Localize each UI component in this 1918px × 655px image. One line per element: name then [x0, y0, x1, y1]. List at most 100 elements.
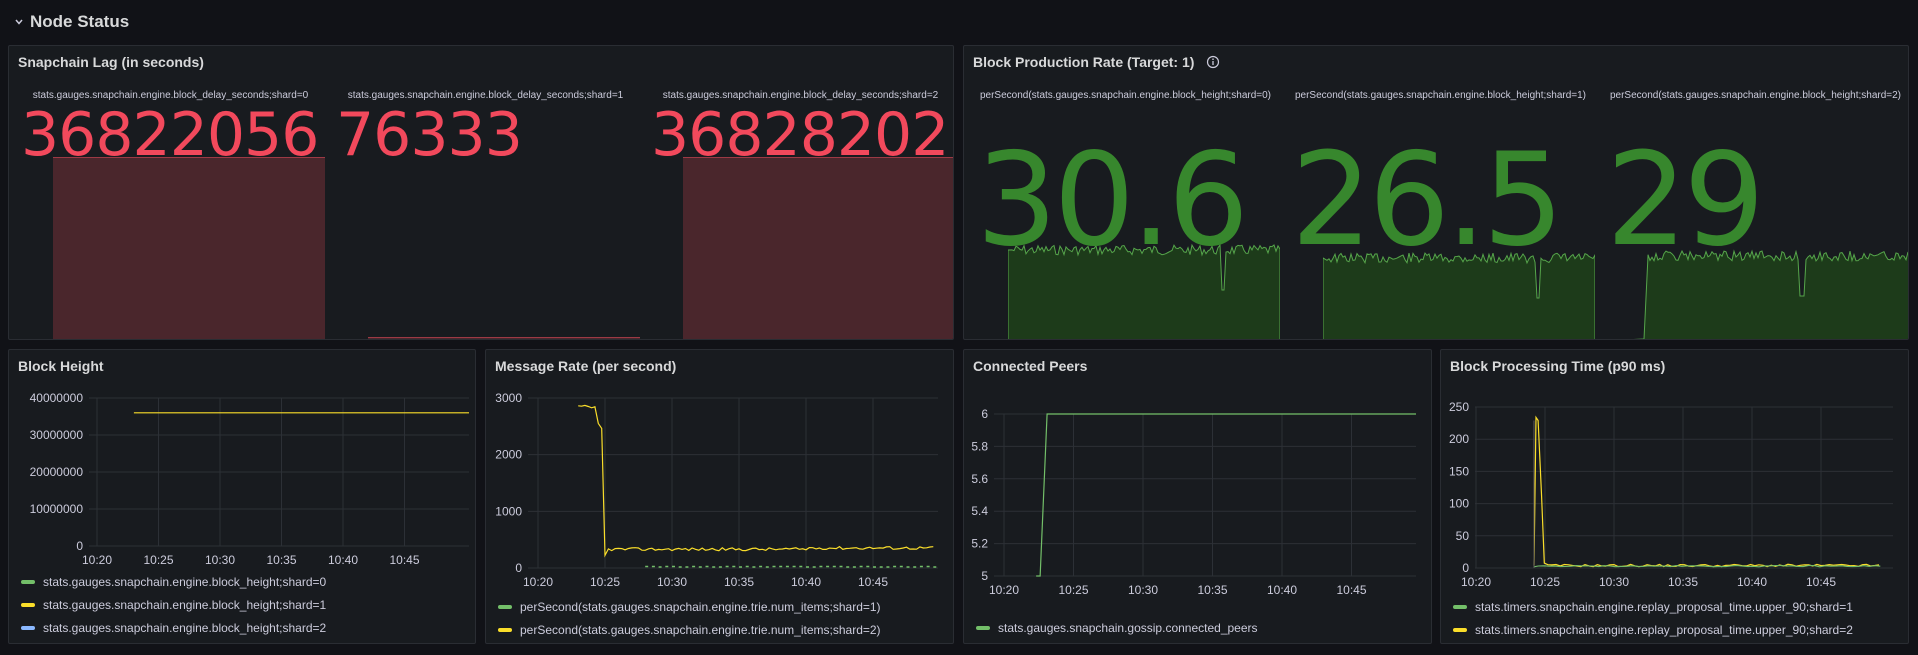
panel-title: Message Rate (per second)	[495, 358, 677, 374]
y-tick-label: 200	[1449, 432, 1469, 446]
y-tick-label: 40000000	[30, 391, 84, 405]
y-tick-label: 100	[1449, 497, 1469, 511]
legend-swatch	[498, 627, 512, 632]
panel-block-height[interactable]: Block Height 40000000 30000000 20000000 100…	[8, 349, 476, 644]
y-tick-label: 5.6	[971, 472, 988, 486]
y-tick-label: 5.4	[971, 504, 988, 518]
info-icon[interactable]	[1206, 55, 1220, 69]
x-tick-label: 10:45	[1336, 583, 1366, 597]
stat-sparkline	[1633, 249, 1908, 339]
connected-peers-chart: 6 5.8 5.6 5.4 5.2 510:20 10:25 10:30 10:35 10:40 1…	[971, 407, 1416, 597]
y-tick-label: 2000	[495, 448, 522, 462]
y-tick-label: 10000000	[30, 502, 84, 516]
stat-sparkline-area	[368, 337, 640, 339]
legend-swatch	[21, 579, 35, 584]
stat-sparkline-area	[683, 157, 953, 339]
x-tick-label: 10:20	[1461, 575, 1491, 589]
panel-block-processing-time[interactable]: Block Processing Time (p90 ms) 250 200 150…	[1440, 349, 1909, 644]
x-tick-label: 10:30	[1128, 583, 1158, 597]
chart-legend: perSecond(stats.gauges.snapchain.engine.…	[498, 595, 881, 641]
chart-legend: stats.timers.snapchain.engine.replay_pro…	[1453, 595, 1853, 641]
legend-swatch	[21, 602, 35, 607]
y-tick-label: 50	[1456, 529, 1470, 543]
series-line-shard-1	[1533, 565, 1881, 568]
stat-sparkline	[1008, 243, 1280, 339]
series-line-shard-2	[1533, 415, 1880, 568]
x-tick-label: 10:45	[858, 575, 888, 589]
y-tick-label: 30000000	[30, 428, 84, 442]
legend-item[interactable]: perSecond(stats.gauges.snapchain.engine.…	[498, 618, 881, 641]
panel-block-production-rate[interactable]: Block Production Rate (Target: 1) perSec…	[963, 45, 1909, 340]
chevron-down-icon	[15, 19, 23, 25]
legend-swatch	[21, 625, 35, 630]
stat-value: 29	[1606, 126, 1765, 275]
y-tick-label: 6	[981, 407, 988, 421]
y-tick-label: 3000	[495, 391, 522, 405]
stat-lag-shard-1: stats.gauges.snapchain.engine.block_dela…	[332, 46, 640, 339]
stat-label: perSecond(stats.gauges.snapchain.engine.…	[1294, 90, 1587, 101]
panel-message-rate[interactable]: Message Rate (per second) 3000 2000 1000 0 1…	[485, 349, 954, 644]
series-line-peers	[1036, 413, 1416, 577]
x-tick-label: 10:35	[1197, 583, 1227, 597]
x-tick-label: 10:20	[82, 553, 112, 567]
legend-swatch	[1453, 604, 1467, 609]
x-tick-label: 10:20	[523, 575, 553, 589]
legend-item[interactable]: perSecond(stats.gauges.snapchain.engine.…	[498, 595, 881, 618]
x-tick-label: 10:25	[1530, 575, 1560, 589]
x-tick-label: 10:30	[205, 553, 235, 567]
stat-lag-shard-0: stats.gauges.snapchain.engine.block_dela…	[17, 46, 325, 339]
x-tick-label: 10:25	[590, 575, 620, 589]
message-rate-chart: 3000 2000 1000 010:20 10:25 10:30 10:35 10:40 10…	[495, 391, 938, 589]
y-tick-label: 150	[1449, 464, 1469, 478]
x-tick-label: 10:25	[143, 553, 173, 567]
legend-item[interactable]: stats.gauges.snapchain.engine.block_heig…	[21, 570, 326, 593]
panel-title: Block Processing Time (p90 ms)	[1450, 358, 1666, 374]
x-tick-label: 10:20	[989, 583, 1019, 597]
y-tick-label: 0	[1462, 561, 1469, 575]
x-tick-label: 10:30	[1599, 575, 1629, 589]
row-title: Node Status	[30, 12, 130, 31]
legend-swatch	[1453, 627, 1467, 632]
row-header-node-status[interactable]: Node Status	[14, 10, 129, 34]
panel-title: Snapchain Lag (in seconds)	[18, 54, 204, 70]
y-tick-label: 5.8	[971, 439, 988, 453]
y-tick-label: 250	[1449, 400, 1469, 414]
legend-item[interactable]: stats.timers.snapchain.engine.replay_pro…	[1453, 618, 1853, 641]
legend-item[interactable]: stats.gauges.snapchain.engine.block_heig…	[21, 593, 326, 616]
stat-rate-shard-0: perSecond(stats.gauges.snapchain.engine.…	[972, 46, 1280, 339]
x-tick-label: 10:35	[266, 553, 296, 567]
panel-connected-peers[interactable]: Connected Peers 6 5.8 5.6 5.4 5.2 5 10:20 10:25…	[963, 349, 1432, 644]
stat-lag-shard-2: stats.gauges.snapchain.engine.block_dela…	[647, 46, 953, 339]
x-tick-label: 10:40	[1267, 583, 1297, 597]
x-tick-label: 10:25	[1058, 583, 1088, 597]
y-tick-label: 0	[515, 561, 522, 575]
chart-legend: stats.gauges.snapchain.engine.block_heig…	[21, 570, 326, 639]
legend-item[interactable]: stats.gauges.snapchain.gossip.connected_…	[976, 616, 1258, 639]
x-tick-label: 10:40	[791, 575, 821, 589]
x-tick-label: 10:45	[1806, 575, 1836, 589]
stat-rate-shard-1: perSecond(stats.gauges.snapchain.engine.…	[1287, 46, 1595, 339]
stat-label: stats.gauges.snapchain.engine.block_dela…	[32, 90, 309, 101]
stat-label: perSecond(stats.gauges.snapchain.engine.…	[1609, 90, 1902, 101]
stat-value: 26.5	[1291, 126, 1564, 275]
stat-label: perSecond(stats.gauges.snapchain.engine.…	[979, 90, 1272, 101]
stat-sparkline-area	[53, 157, 325, 339]
legend-item[interactable]: stats.timers.snapchain.engine.replay_pro…	[1453, 595, 1853, 618]
chart-legend: stats.gauges.snapchain.gossip.connected_…	[976, 616, 1258, 639]
legend-swatch	[498, 604, 512, 609]
panel-title: Block Production Rate (Target: 1)	[973, 54, 1220, 70]
stat-label: stats.gauges.snapchain.engine.block_dela…	[347, 90, 624, 101]
processing-time-chart: 250 200 150 100 50 010:20 10:25 10:30 10:35 10:40…	[1449, 400, 1893, 589]
legend-item[interactable]: stats.gauges.snapchain.engine.block_heig…	[21, 616, 326, 639]
stat-label: stats.gauges.snapchain.engine.block_dela…	[662, 90, 939, 101]
stat-value: 36828202	[651, 100, 949, 170]
y-tick-label: 0	[76, 539, 83, 553]
block-height-chart: 40000000 30000000 20000000 10000000 010:20 10…	[30, 391, 469, 567]
x-tick-label: 10:35	[1668, 575, 1698, 589]
panel-snapchain-lag[interactable]: Snapchain Lag (in seconds) stats.gauges.…	[8, 45, 954, 340]
x-tick-label: 10:45	[389, 553, 419, 567]
stat-value: 30.6	[976, 126, 1249, 275]
stat-value: 36822056	[21, 100, 319, 170]
x-tick-label: 10:35	[724, 575, 754, 589]
panel-title: Block Height	[18, 358, 104, 374]
